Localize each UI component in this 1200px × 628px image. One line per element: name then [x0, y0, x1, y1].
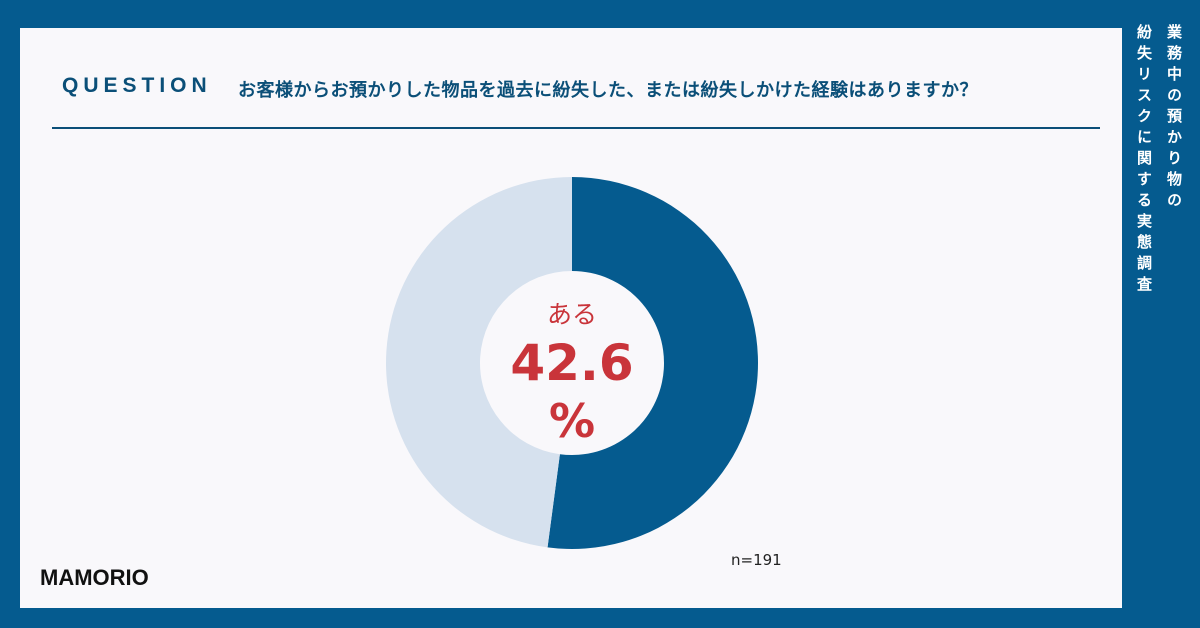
mamorio-logo: MAMORIO [40, 565, 149, 590]
sample-size: n=191 [731, 551, 782, 569]
donut-chart [386, 177, 759, 549]
question-label: QUESTION [62, 74, 212, 97]
side-title-line1: 業務中の預かり物の [1165, 24, 1183, 213]
donut-slice-1 [547, 177, 759, 549]
center-value: 42.6 [510, 334, 634, 392]
divider [52, 127, 1100, 129]
donut-slice-2 [386, 177, 572, 548]
question-text: お客様からお預かりした物品を過去に紛失した、または紛失しかけた経験はありますか？ [238, 80, 978, 101]
center-unit: % [548, 394, 596, 448]
center-label: ある [546, 300, 597, 329]
side-title-line2: 紛失リスクに関する実態調査 [1135, 24, 1153, 297]
